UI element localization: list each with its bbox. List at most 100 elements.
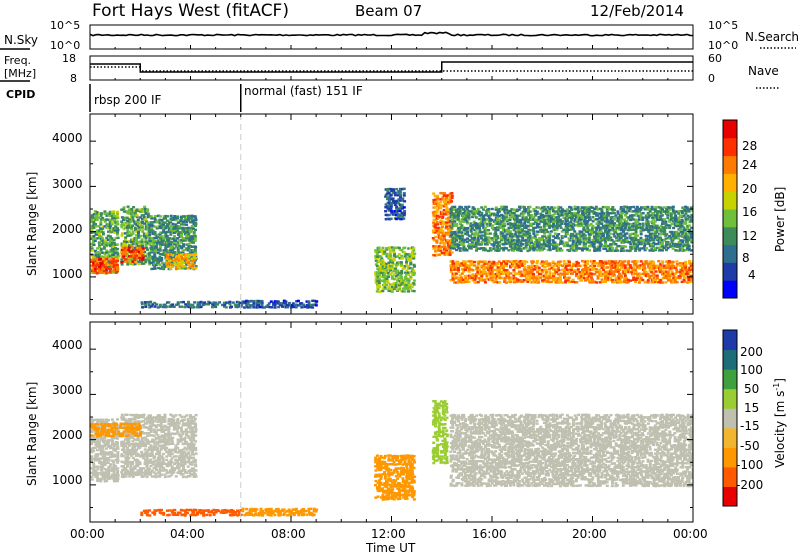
data-cell [122, 227, 126, 231]
data-cell [509, 212, 513, 215]
data-cell [144, 255, 148, 258]
data-cell [142, 232, 146, 235]
data-cell [388, 250, 392, 254]
data-cell [602, 261, 605, 265]
data-cell [129, 220, 133, 223]
data-cell [551, 261, 555, 265]
data-cell [396, 289, 400, 292]
data-cell [548, 268, 551, 271]
data-cell [478, 210, 482, 213]
data-cell [189, 217, 192, 220]
data-cell [598, 226, 602, 229]
data-cell [629, 242, 633, 245]
data-cell [467, 266, 471, 269]
data-cell [182, 220, 186, 224]
data-cell [657, 280, 661, 284]
data-cell [652, 272, 656, 275]
data-cell [137, 236, 141, 239]
data-cell [551, 239, 555, 242]
data-cell [607, 226, 611, 229]
data-cell [458, 264, 462, 267]
data-cell [689, 262, 693, 265]
data-cell [439, 191, 443, 195]
nsky-tick-marks [89, 45, 694, 49]
data-cell [387, 275, 391, 278]
data-cell [114, 217, 118, 220]
data-cell [503, 279, 507, 282]
data-cell [595, 228, 599, 231]
data-cell [400, 203, 404, 206]
freq-tick-high: 18 [62, 52, 76, 65]
data-cell [152, 244, 155, 248]
data-cell [448, 247, 452, 250]
data-cell [689, 232, 693, 236]
data-cell [574, 239, 578, 242]
data-cell [573, 208, 577, 211]
data-cell [503, 218, 507, 221]
data-cell [178, 231, 182, 234]
data-cell [473, 214, 477, 218]
data-cell [155, 303, 159, 306]
data-cell [446, 202, 450, 205]
data-cell [112, 227, 116, 230]
data-cell [158, 226, 162, 230]
data-cell [562, 262, 566, 266]
data-cell [671, 272, 675, 276]
data-cell [503, 224, 507, 227]
data-cell [607, 224, 611, 227]
data-cell [662, 232, 666, 236]
data-cell [158, 223, 162, 226]
data-cell [522, 233, 526, 236]
data-cell [612, 240, 616, 243]
data-cell [412, 247, 416, 250]
data-cell [176, 253, 180, 256]
data-cell [599, 274, 603, 278]
data-cell [517, 214, 521, 217]
data-cell [519, 206, 523, 209]
data-cell [517, 232, 521, 235]
data-cell [494, 216, 498, 220]
data-cell [401, 256, 405, 260]
data-cell [596, 270, 600, 274]
data-cell [409, 247, 413, 250]
data-cell [510, 226, 514, 229]
data-cell [167, 240, 171, 244]
data-cell [137, 226, 141, 229]
data-cell [137, 245, 141, 248]
data-cell [598, 274, 602, 277]
data-cell [509, 272, 513, 275]
data-cell [446, 243, 450, 246]
data-cell [190, 237, 194, 240]
data-cell [621, 262, 625, 266]
data-cell [519, 270, 523, 273]
data-cell [180, 257, 184, 260]
data-cell [647, 216, 651, 219]
data-cell [173, 215, 177, 218]
data-cell [571, 233, 575, 236]
data-cell [455, 218, 459, 221]
data-cell [627, 270, 631, 274]
data-cell [508, 222, 512, 225]
data-cell [689, 274, 693, 278]
data-cell [124, 232, 127, 235]
data-cell [94, 262, 98, 265]
data-cell [190, 253, 194, 257]
data-cell [141, 228, 144, 231]
data-cell [397, 246, 401, 250]
data-cell [453, 266, 457, 269]
data-cell [566, 248, 570, 252]
data-cell [675, 260, 679, 263]
data-cell [588, 234, 591, 238]
data-cell [497, 260, 501, 263]
data-cell [656, 238, 660, 241]
data-cell [445, 247, 449, 250]
data-cell [167, 259, 171, 263]
data-cell [473, 264, 477, 267]
data-cell [218, 301, 222, 304]
data-cell [130, 213, 134, 217]
data-cell [280, 302, 284, 305]
data-cell [97, 241, 101, 244]
data-cell [632, 205, 636, 209]
data-cell [590, 228, 594, 231]
data-cell [620, 216, 624, 219]
